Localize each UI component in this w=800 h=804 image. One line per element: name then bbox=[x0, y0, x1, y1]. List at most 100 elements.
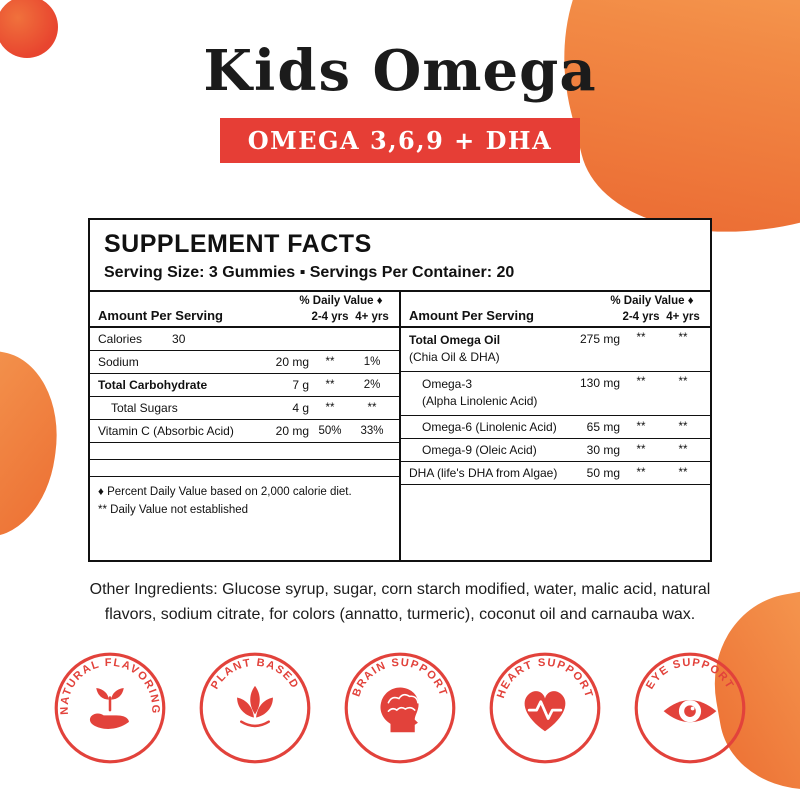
age-col2-label: 4+ yrs bbox=[666, 311, 700, 323]
badge-natural-flavoring: NATURAL FLAVORING bbox=[54, 652, 166, 764]
row-amount: 4 g bbox=[292, 401, 309, 415]
row-dv2: ** bbox=[678, 466, 688, 479]
row-dv1: ** bbox=[325, 356, 335, 368]
eye-icon bbox=[663, 700, 717, 723]
column-header-line: Amount Per Serving 2-4 yrs 4+ yrs bbox=[409, 308, 704, 323]
row-dv2: ** bbox=[678, 420, 688, 433]
row-dv2: ** bbox=[678, 332, 688, 344]
right-column-header: % Daily Value ♦ Amount Per Serving 2-4 y… bbox=[401, 292, 710, 328]
footnote-daily-value: ♦ Percent Daily Value based on 2,000 cal… bbox=[98, 486, 352, 498]
decorative-blob-left bbox=[0, 344, 69, 545]
age-col1-label: 2-4 yrs bbox=[622, 311, 660, 323]
other-ingredients-text: Other Ingredients: Glucose syrup, sugar,… bbox=[89, 581, 711, 623]
hand-sprout-icon bbox=[89, 687, 129, 729]
product-title: Kids Omega bbox=[0, 38, 800, 104]
amount-per-serving-label: Amount Per Serving bbox=[409, 308, 534, 323]
row-amount: 50 mg bbox=[586, 465, 620, 480]
row-amount: 20 mg bbox=[275, 424, 309, 438]
dv-header-line: % Daily Value ♦ bbox=[409, 295, 704, 307]
badge-eye-support: EYE SUPPORT bbox=[634, 652, 746, 764]
row-name: Sodium bbox=[98, 355, 139, 369]
row-dv2: ** bbox=[678, 443, 688, 456]
amount-per-serving-label: Amount Per Serving bbox=[98, 308, 223, 323]
row-amount: 20 mg bbox=[275, 355, 309, 369]
row-amount: 30 bbox=[172, 332, 186, 346]
table-row: Omega-3 (Alpha Linolenic Acid) 130 mg **… bbox=[401, 372, 710, 416]
badge-ring bbox=[634, 652, 746, 764]
svg-text:EYE SUPPORT: EYE SUPPORT bbox=[644, 657, 736, 692]
age-col1-label: 2-4 yrs bbox=[311, 311, 349, 323]
facts-heading: SUPPLEMENT FACTS bbox=[104, 230, 372, 258]
row-dv1: ** bbox=[636, 443, 646, 456]
plant-icon bbox=[237, 685, 273, 728]
row-name-group: Omega-3 (Alpha Linolenic Acid) bbox=[409, 376, 568, 411]
row-name: Vitamin C (Absorbic Acid) bbox=[98, 424, 234, 438]
title-omega: Omega bbox=[372, 38, 597, 104]
table-row: DHA (life's DHA from Algae) 50 mg ** ** bbox=[401, 462, 710, 485]
title-kids: Kids bbox=[203, 38, 353, 104]
row-dv1: ** bbox=[636, 466, 646, 479]
row-name-group: Total Omega Oil (Chia Oil & DHA) bbox=[409, 332, 568, 367]
row-dv1: ** bbox=[636, 332, 646, 344]
row-amount: 275 mg bbox=[579, 332, 620, 346]
badge-ring bbox=[344, 652, 456, 764]
footnotes: ♦ Percent Daily Value based on 2,000 cal… bbox=[90, 477, 399, 528]
row-name: Total Carbohydrate bbox=[98, 378, 208, 392]
serving-size-line: Serving Size: 3 Gummies ▪ Servings Per C… bbox=[104, 264, 515, 281]
table-row: Omega-6 (Linolenic Acid) 65 mg ** ** bbox=[401, 416, 710, 439]
row-dv1: ** bbox=[636, 420, 646, 433]
age-col2-label: 4+ yrs bbox=[355, 311, 389, 323]
table-row: Sodium 20 mg ** 1% bbox=[90, 351, 399, 374]
table-row: Total Omega Oil (Chia Oil & DHA) 275 mg … bbox=[401, 328, 710, 372]
brain-icon bbox=[380, 687, 419, 733]
row-dv1: ** bbox=[636, 375, 646, 388]
row-dv1: 50% bbox=[318, 425, 342, 437]
badge-plant-based: PLANT BASED bbox=[199, 652, 311, 764]
badge-label: HEART SUPPORT bbox=[495, 657, 593, 700]
row-name: Calories bbox=[98, 332, 143, 346]
badge-brain-support: BRAIN SUPPORT bbox=[344, 652, 456, 764]
row-name: Total Omega Oil bbox=[409, 333, 501, 347]
dv-header-label: % Daily Value ♦ bbox=[610, 295, 694, 307]
subtitle-banner-label: OMEGA 3,6,9 + DHA bbox=[247, 126, 553, 155]
table-row: Vitamin C (Absorbic Acid) 20 mg 50% 33% bbox=[90, 420, 399, 443]
badge-ring bbox=[54, 652, 166, 764]
column-header-line: Amount Per Serving 2-4 yrs 4+ yrs bbox=[98, 308, 393, 323]
decorative-blob-top-left bbox=[0, 0, 58, 58]
facts-right-column: % Daily Value ♦ Amount Per Serving 2-4 y… bbox=[399, 292, 710, 560]
dv-header-label: % Daily Value ♦ bbox=[299, 295, 383, 307]
supplement-facts-panel: SUPPLEMENT FACTS Serving Size: 3 Gummies… bbox=[88, 218, 712, 562]
badge-heart-support: HEART SUPPORT bbox=[489, 652, 601, 764]
footnote-not-established: ** Daily Value not established bbox=[98, 504, 249, 516]
row-name: Omega-6 (Linolenic Acid) bbox=[422, 419, 557, 434]
table-row: Calories 30 bbox=[90, 328, 399, 351]
facts-left-column: % Daily Value ♦ Amount Per Serving 2-4 y… bbox=[90, 292, 399, 560]
row-dv2: ** bbox=[678, 375, 688, 388]
row-name: Omega-3 bbox=[422, 376, 473, 391]
facts-header: SUPPLEMENT FACTS Serving Size: 3 Gummies… bbox=[90, 220, 710, 292]
table-row: Total Sugars 4 g ** ** bbox=[90, 397, 399, 420]
row-name: Total Sugars bbox=[111, 401, 178, 415]
left-column-header: % Daily Value ♦ Amount Per Serving 2-4 y… bbox=[90, 292, 399, 328]
row-amount: 30 mg bbox=[586, 442, 620, 457]
table-row: Total Carbohydrate 7 g ** 2% bbox=[90, 374, 399, 397]
row-dv1: ** bbox=[325, 379, 335, 391]
row-name: DHA (life's DHA from Algae) bbox=[409, 465, 558, 480]
row-dv2: 33% bbox=[360, 425, 384, 437]
row-dv2: ** bbox=[367, 402, 377, 414]
row-amount: 65 mg bbox=[586, 419, 620, 434]
dv-header-line: % Daily Value ♦ bbox=[98, 295, 393, 307]
subtitle-banner: OMEGA 3,6,9 + DHA bbox=[219, 118, 581, 163]
header: Kids Omega OMEGA 3,6,9 + DHA bbox=[0, 38, 800, 163]
facts-columns: % Daily Value ♦ Amount Per Serving 2-4 y… bbox=[90, 292, 710, 560]
row-subname: (Alpha Linolenic Acid) bbox=[422, 394, 538, 409]
empty-row bbox=[90, 443, 399, 460]
table-row: Omega-9 (Oleic Acid) 30 mg ** ** bbox=[401, 439, 710, 462]
row-dv2: 2% bbox=[363, 379, 381, 391]
row-dv2: 1% bbox=[363, 356, 381, 368]
row-dv1: ** bbox=[325, 402, 335, 414]
row-amount: 7 g bbox=[292, 378, 309, 392]
row-name: Omega-9 (Oleic Acid) bbox=[422, 442, 537, 457]
badge-label: EYE SUPPORT bbox=[644, 657, 735, 692]
